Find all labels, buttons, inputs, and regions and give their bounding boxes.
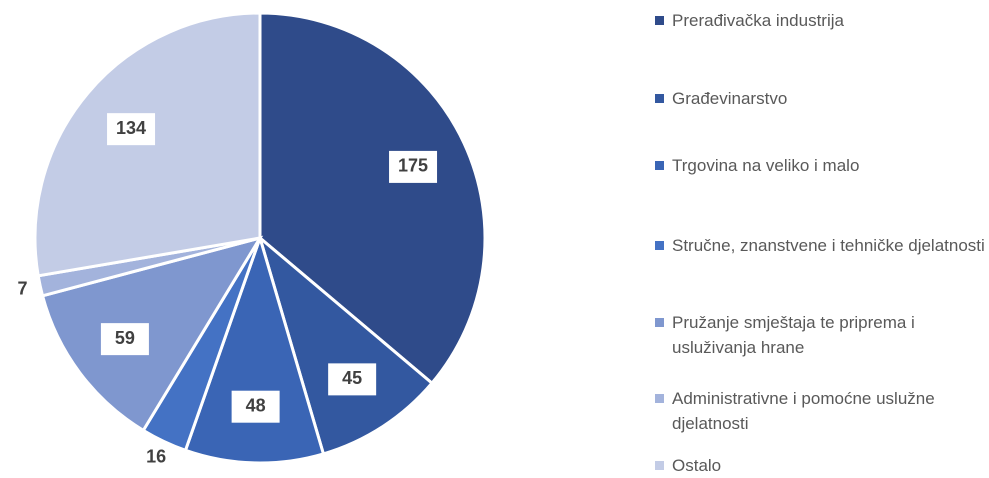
pie-slice xyxy=(183,233,326,465)
label-box xyxy=(100,323,149,356)
legend-item: Ostalo xyxy=(655,453,985,478)
data-label: 45 xyxy=(342,368,362,388)
legend-label: Ostalo xyxy=(672,456,722,475)
data-label: 7 xyxy=(18,278,28,298)
data-label: 175 xyxy=(398,156,428,176)
legend-item: Administrativne i pomoćne uslužne djelat… xyxy=(655,386,985,436)
legend-label: Trgovina na veliko i malo xyxy=(672,156,860,175)
legend-swatch xyxy=(655,318,664,327)
data-label: 48 xyxy=(246,395,266,415)
legend-swatch xyxy=(655,16,664,25)
label-box xyxy=(107,113,156,146)
legend-item: Prerađivačka industrija xyxy=(655,8,985,33)
legend-label: Prerađivačka industrija xyxy=(672,11,844,30)
legend-swatch xyxy=(655,461,664,470)
pie-slice xyxy=(258,11,487,386)
legend-label: Pružanje smještaja te priprema i usluživ… xyxy=(672,313,915,357)
data-label: 16 xyxy=(146,446,166,466)
legend-label: Stručne, znanstvene i tehničke djelatnos… xyxy=(672,236,985,255)
label-box xyxy=(231,390,280,423)
label-box xyxy=(389,150,438,183)
legend-item: Pružanje smještaja te priprema i usluživ… xyxy=(655,310,985,360)
pie-slice xyxy=(40,235,264,433)
legend-label: Administrativne i pomoćne uslužne djelat… xyxy=(672,389,935,433)
legend-item: Stručne, znanstvene i tehničke djelatnos… xyxy=(655,233,985,258)
label-box xyxy=(328,363,377,396)
legend-item: Građevinarstvo xyxy=(655,86,985,111)
pie-slice xyxy=(257,233,435,456)
legend-swatch xyxy=(655,394,664,403)
legend-item: Trgovina na veliko i malo xyxy=(655,153,985,178)
data-label: 134 xyxy=(116,118,146,138)
legend-swatch xyxy=(655,241,664,250)
legend-label: Građevinarstvo xyxy=(672,89,788,108)
legend-swatch xyxy=(655,94,664,103)
legend-swatch xyxy=(655,161,664,170)
data-label: 59 xyxy=(115,328,135,348)
